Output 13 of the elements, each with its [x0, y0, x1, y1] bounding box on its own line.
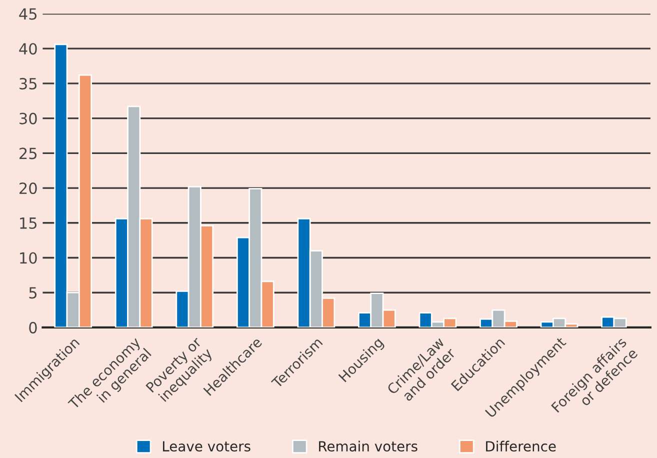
y-tick-label: 10 — [20, 252, 37, 264]
y-tick-label: 45 — [19, 8, 37, 20]
legend-label: Difference — [486, 440, 556, 452]
legend-label: Remain voters — [319, 440, 418, 452]
y-tick-label: 15 — [20, 218, 37, 229]
y-tick-label: 35 — [20, 78, 37, 90]
y-tick-label: 5 — [29, 287, 37, 299]
y-tick-label: 30 — [20, 112, 37, 124]
y-tick-label: 40 — [19, 43, 37, 55]
y-tick-label: 20 — [20, 182, 37, 194]
y-tick-label: 0 — [29, 322, 37, 334]
legend-label: Leave voters — [162, 441, 250, 452]
y-tick-label: 25 — [20, 148, 37, 160]
